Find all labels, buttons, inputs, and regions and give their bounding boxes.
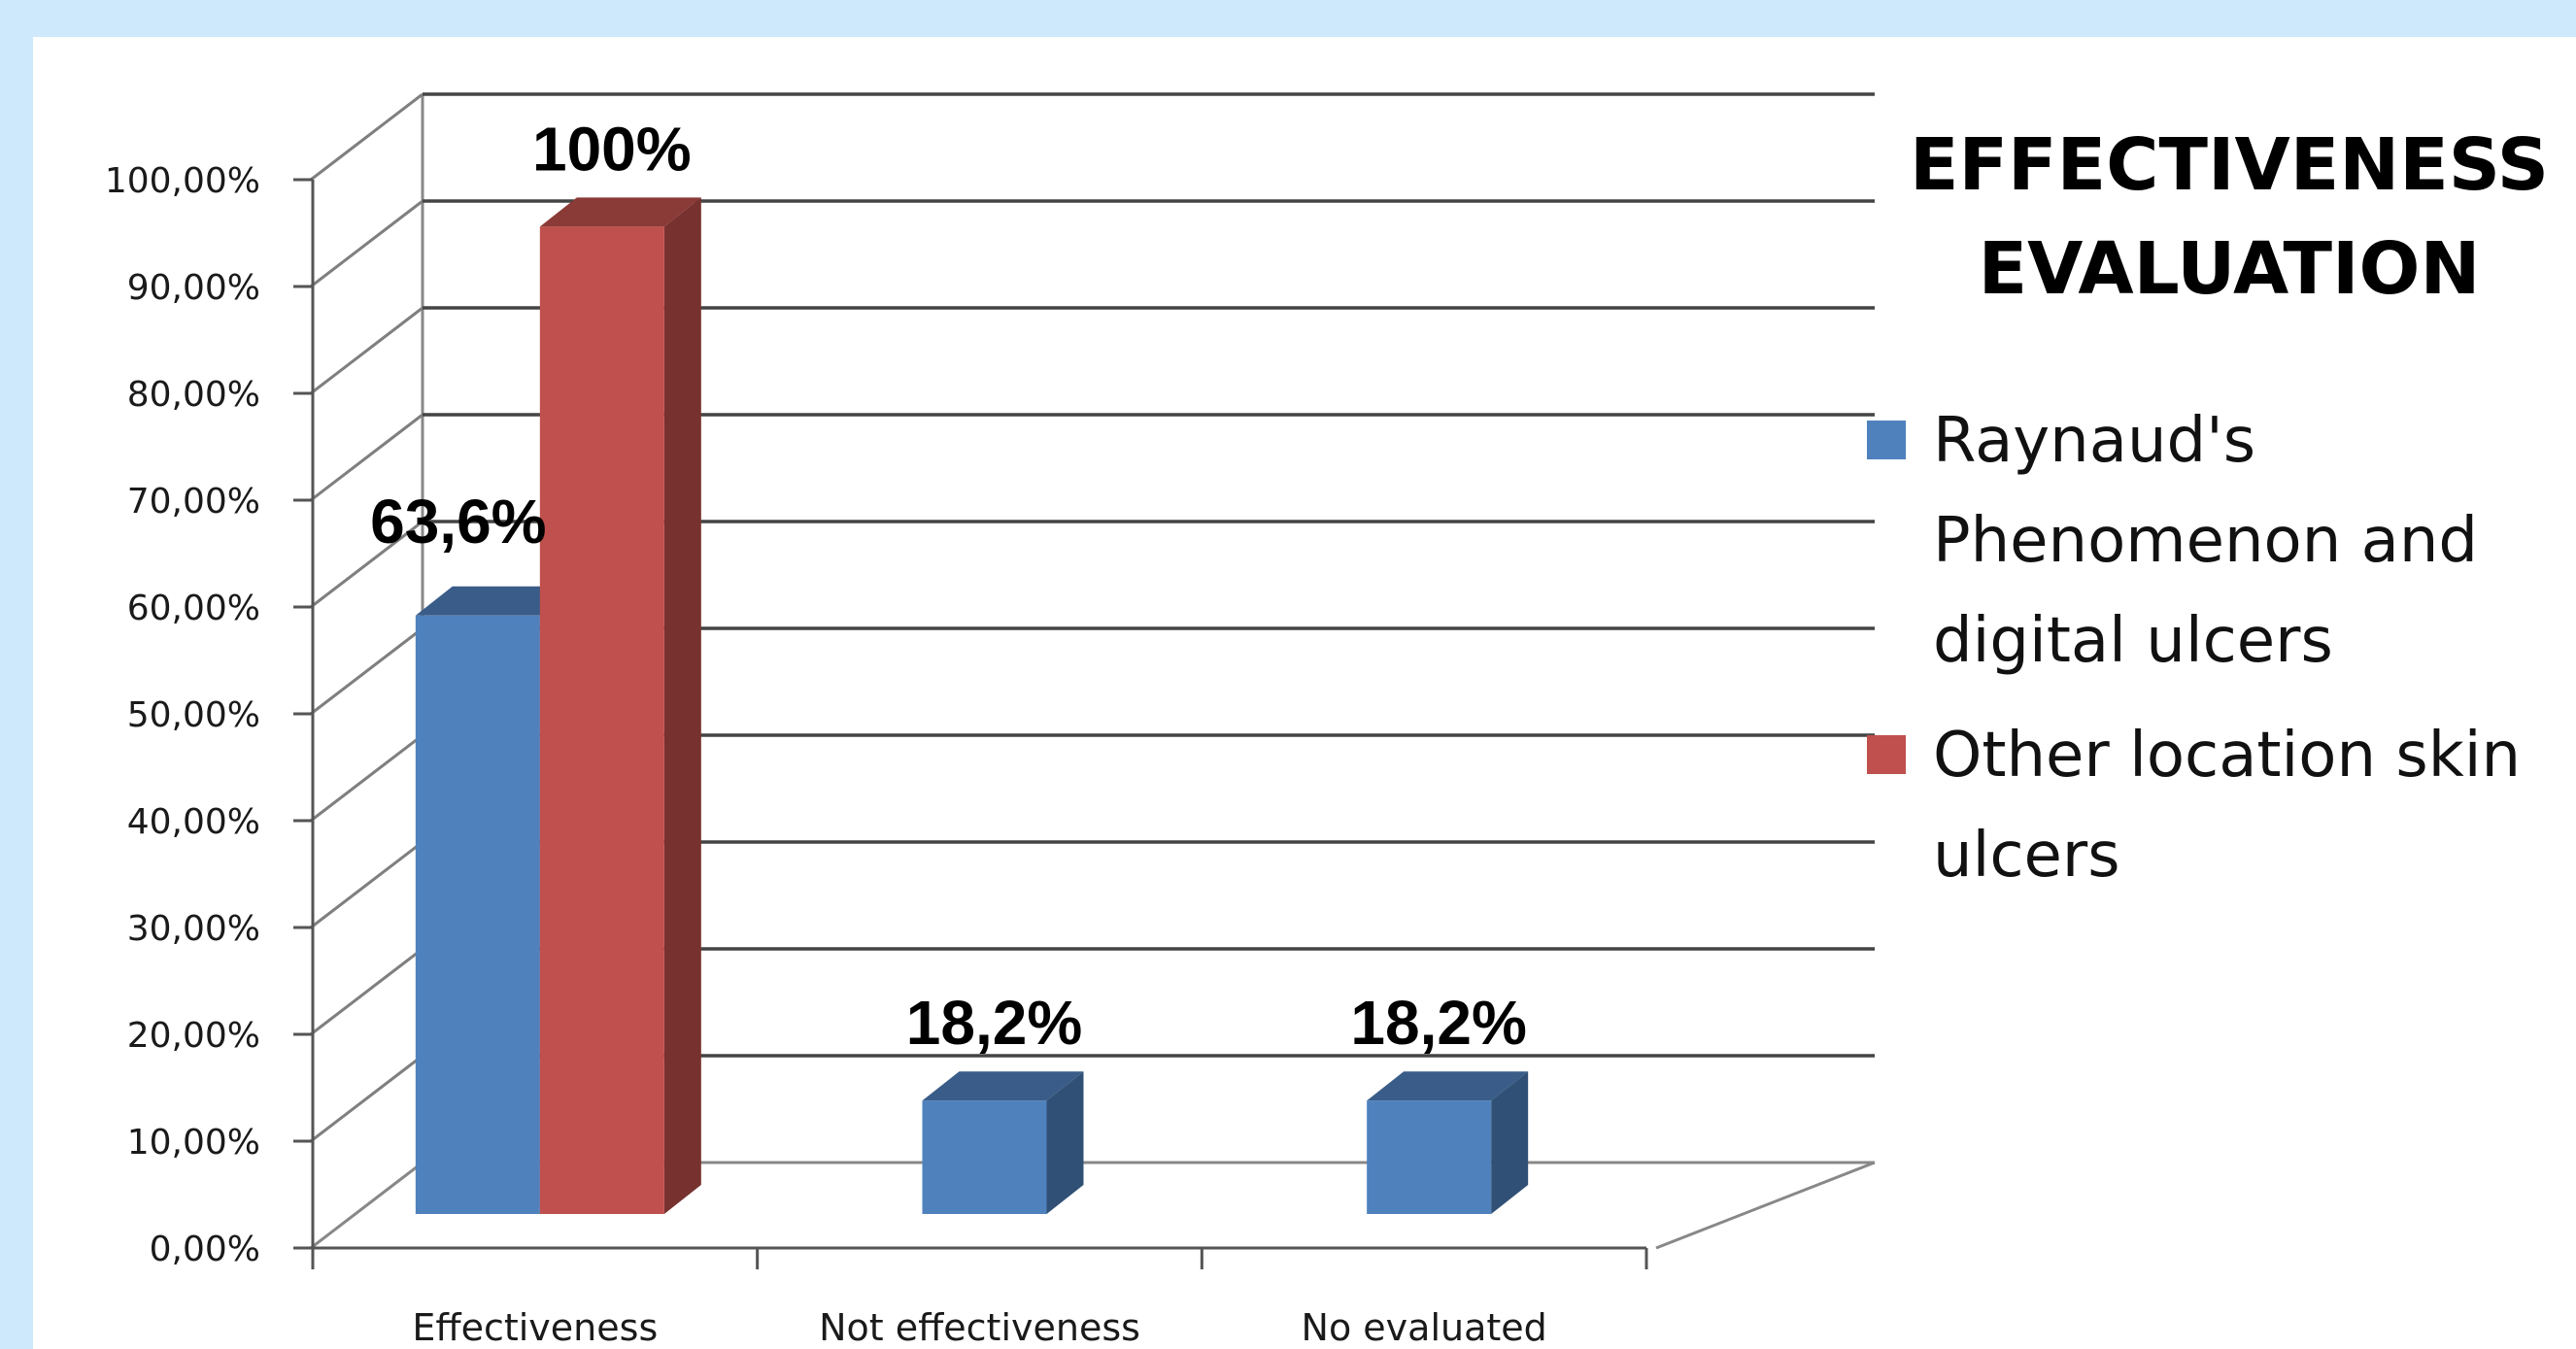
bar-side <box>1491 1071 1529 1214</box>
legend-label: digital ulcers <box>1933 605 2333 677</box>
bar-top <box>922 1071 1084 1101</box>
bar <box>539 197 701 1214</box>
y-tick-label: 40,00% <box>127 802 260 842</box>
gridline-side <box>310 733 424 823</box>
legend-swatch <box>1867 735 1906 774</box>
data-label: 100% <box>532 114 692 184</box>
gridline-side <box>310 413 424 502</box>
y-tick-label: 60,00% <box>127 589 260 628</box>
y-tick-label: 100,00% <box>105 161 260 201</box>
bars <box>415 197 1529 1214</box>
gridline-side <box>310 1054 424 1143</box>
data-label: 18,2% <box>1350 988 1526 1058</box>
bar-side <box>1046 1071 1084 1214</box>
data-label: 63,6% <box>370 487 546 556</box>
legend-swatch <box>1867 421 1906 459</box>
bar-side <box>663 197 701 1214</box>
legend-label: ulcers <box>1933 820 2120 892</box>
bar-front <box>539 226 664 1214</box>
y-tick-label: 0,00% <box>150 1230 260 1269</box>
category-label: Effectiveness <box>412 1306 658 1349</box>
legend-entry: Other location skin ulcers <box>1867 720 2521 892</box>
chart-title-line: EVALUATION <box>1979 227 2481 311</box>
gridline-side <box>310 520 424 609</box>
y-tick-label: 10,00% <box>127 1123 260 1163</box>
legend-entry: Raynaud's Phenomenon and digital ulcers <box>1867 405 2478 677</box>
legend-label: Phenomenon and <box>1933 505 2478 577</box>
legend-label: Other location skin <box>1933 720 2521 792</box>
y-tick-label: 20,00% <box>127 1016 260 1056</box>
bar-top <box>415 586 577 616</box>
y-tick-label: 90,00% <box>127 268 260 308</box>
category-axis: Effectiveness Not effectiveness No evaluat… <box>311 1246 1648 1349</box>
category-label: No evaluated <box>1302 1306 1547 1349</box>
value-axis: 0,00% 10,00% 20,00% 30,00% 40,00% 50,00% 60,00… <box>105 161 315 1269</box>
bar-top <box>539 197 701 227</box>
legend: Raynaud's Phenomenon and digital ulcers Oth… <box>1867 405 2521 892</box>
y-tick-label: 50,00% <box>127 695 260 735</box>
legend-label: Raynaud's <box>1933 405 2255 477</box>
gridline-side <box>310 92 424 182</box>
floor-left-edge <box>310 1161 424 1250</box>
y-tick-label: 30,00% <box>127 909 260 949</box>
gridline-side <box>310 840 424 929</box>
bar-front <box>415 615 540 1214</box>
data-labels: 63,6% 100% 18,2% 18,2% <box>370 114 1527 1058</box>
bar-top <box>1367 1071 1529 1101</box>
gridline-side <box>310 947 424 1036</box>
category-label: Not effectiveness <box>819 1306 1140 1349</box>
floor-right-edge <box>1655 1161 1876 1250</box>
bar-front <box>922 1100 1047 1214</box>
y-tick-label: 70,00% <box>127 482 260 522</box>
gridline-side <box>310 306 424 395</box>
y-tick-label: 80,00% <box>127 375 260 415</box>
data-label: 18,2% <box>906 988 1082 1058</box>
bar <box>922 1071 1084 1214</box>
chart-title-line: EFFECTIVENESS <box>1910 123 2549 207</box>
gridline-side <box>310 199 424 288</box>
bar-front <box>1367 1100 1492 1214</box>
bar <box>1367 1071 1529 1214</box>
chart-title: EFFECTIVENESS EVALUATION <box>1910 123 2549 311</box>
gridline-side <box>310 626 424 716</box>
